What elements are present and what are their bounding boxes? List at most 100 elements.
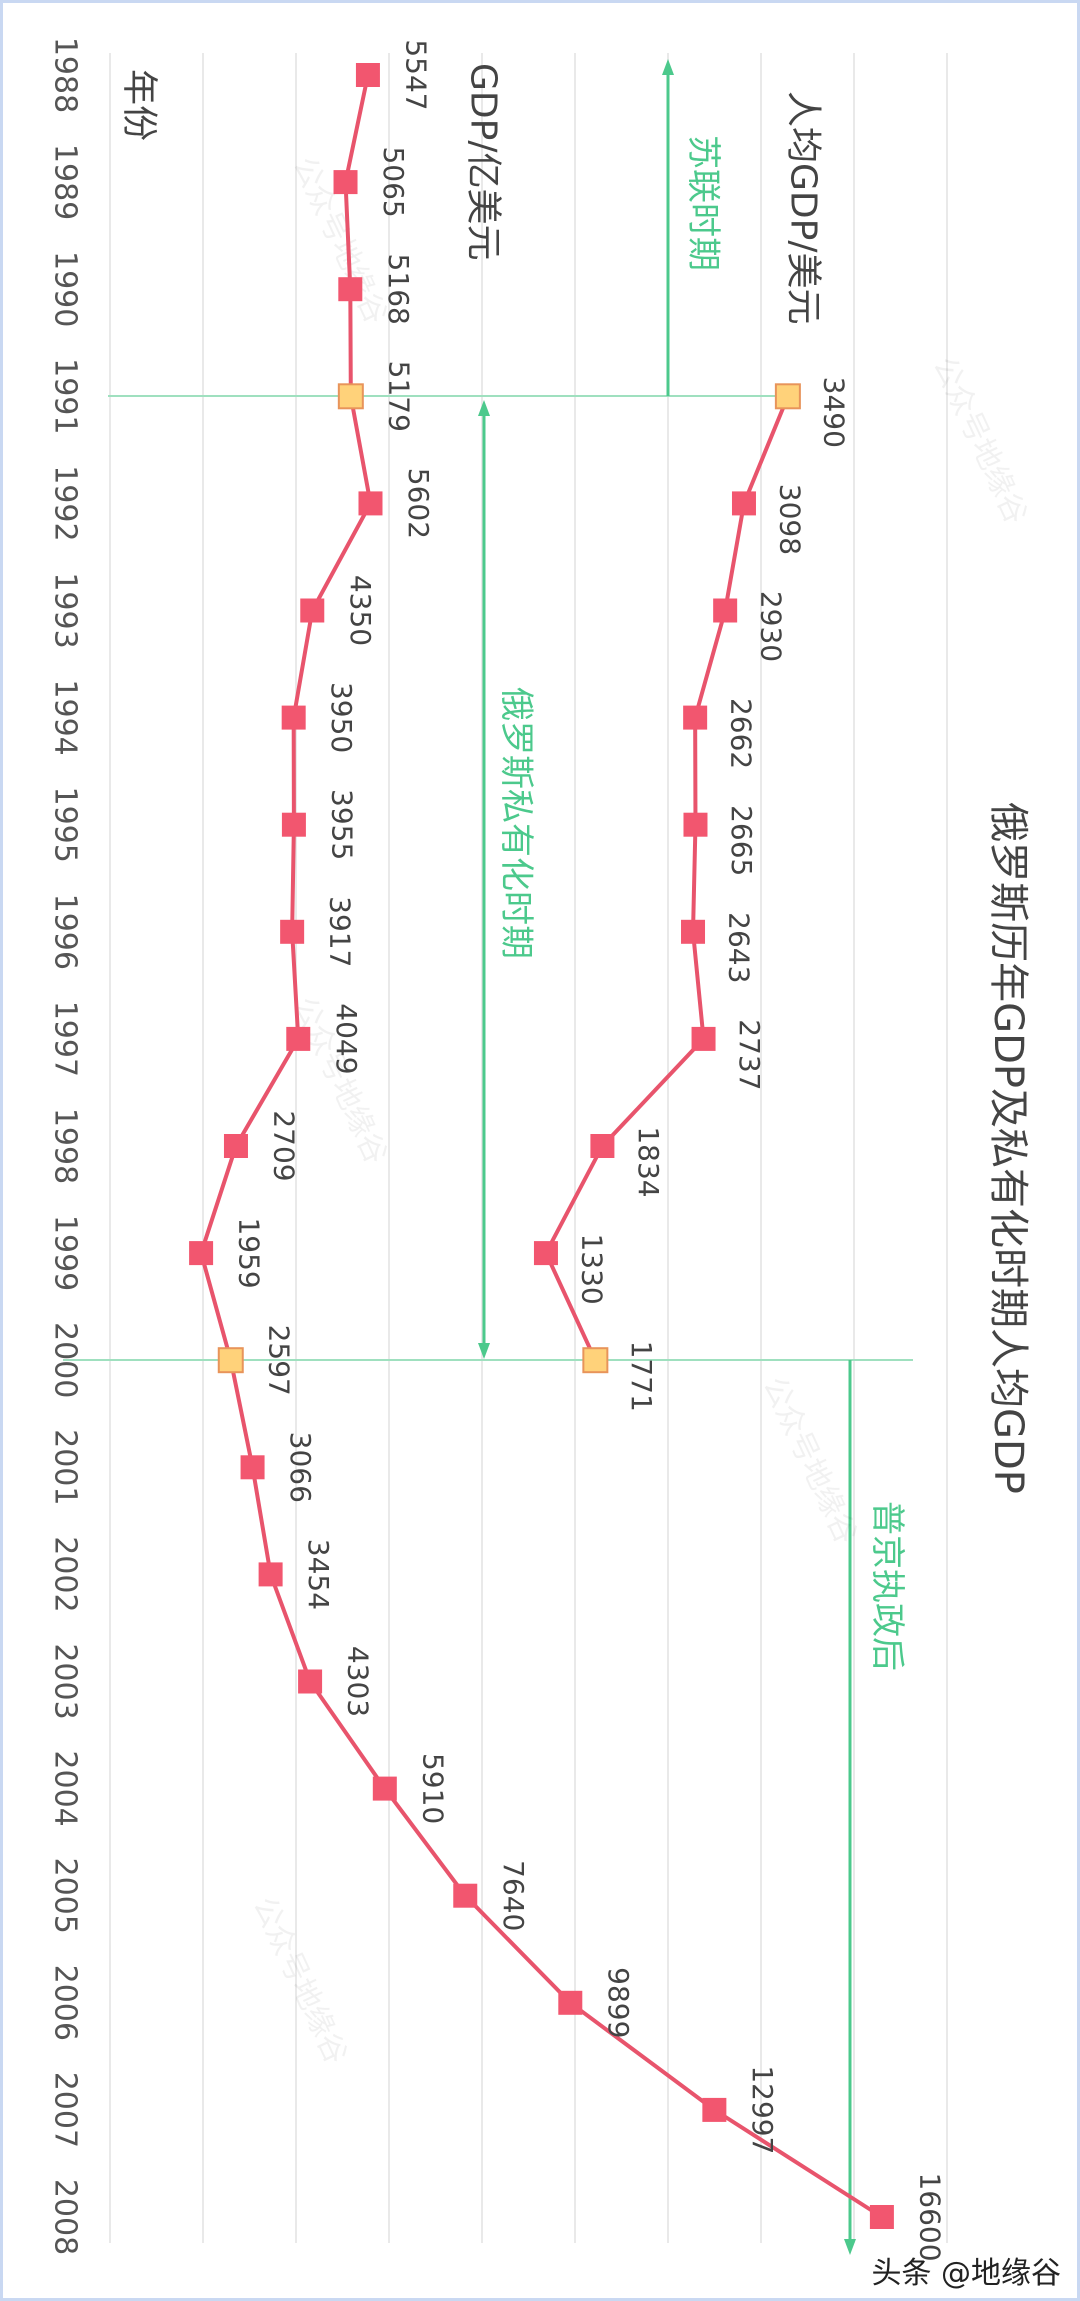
highlight-marker bbox=[217, 1347, 244, 1374]
faint-watermark: 公众号地缘谷 bbox=[926, 352, 1034, 530]
highlight-marker bbox=[774, 383, 801, 410]
x-tick-label: 2001 bbox=[48, 1429, 83, 1505]
data-point bbox=[713, 598, 738, 623]
data-point bbox=[338, 277, 363, 302]
data-point bbox=[533, 1241, 558, 1266]
x-tick-label: 1991 bbox=[48, 358, 83, 434]
data-point bbox=[240, 1455, 265, 1480]
data-point bbox=[702, 2097, 727, 2122]
data-label: 4049 bbox=[330, 1003, 363, 1074]
arrowhead-icon bbox=[478, 1343, 490, 1359]
data-point bbox=[280, 919, 305, 944]
x-tick-label: 2005 bbox=[48, 1858, 83, 1934]
data-point bbox=[298, 1669, 323, 1694]
data-label: 5179 bbox=[382, 361, 415, 432]
x-tick-label: 1996 bbox=[48, 894, 83, 970]
data-point bbox=[691, 1026, 716, 1051]
x-tick-label: 1993 bbox=[48, 572, 83, 648]
x-tick-label: 1994 bbox=[48, 679, 83, 755]
data-label: 5547 bbox=[399, 39, 432, 110]
data-label: 5065 bbox=[377, 146, 410, 217]
x-axis-ticks: 1988 1989 1990 1991 1992 1993 1994 1995 1996 1997… bbox=[47, 37, 82, 2255]
credit-watermark: 头条 @地缘谷 bbox=[871, 2256, 1061, 2291]
data-point bbox=[731, 491, 756, 516]
annotation-soviet-period: 苏联时期 bbox=[683, 135, 723, 271]
data-point bbox=[333, 170, 358, 195]
gdp-series-label: GDP/亿美元 bbox=[463, 63, 504, 260]
annotations bbox=[63, 59, 913, 2255]
arrowhead-icon bbox=[844, 2239, 856, 2255]
data-point bbox=[281, 812, 306, 837]
data-point bbox=[355, 63, 380, 87]
data-label: 1771 bbox=[625, 1341, 658, 1412]
chart-title: 俄罗斯历年GDP及私有化时期人均GDP bbox=[985, 802, 1031, 1494]
highlight-marker bbox=[337, 383, 364, 410]
data-label: 2737 bbox=[733, 1019, 766, 1090]
x-tick-label: 2000 bbox=[48, 1322, 83, 1398]
data-label: 1834 bbox=[632, 1126, 665, 1197]
annotation-putin-period: 普京执政后 bbox=[867, 1501, 907, 1671]
gridlines bbox=[109, 53, 948, 2243]
data-point bbox=[683, 812, 708, 837]
faint-watermark: 公众号地缘谷 bbox=[756, 1372, 864, 1550]
data-label: 2709 bbox=[267, 1110, 300, 1181]
data-point bbox=[869, 2205, 894, 2229]
x-axis-title: 年份 bbox=[119, 69, 160, 141]
x-tick-label: 2007 bbox=[48, 2072, 83, 2148]
data-point bbox=[453, 1883, 478, 1908]
arrowhead-icon bbox=[662, 59, 674, 75]
x-tick-label: 1988 bbox=[48, 37, 83, 113]
data-point bbox=[189, 1241, 214, 1266]
data-label: 3454 bbox=[302, 1539, 335, 1610]
x-tick-label: 1998 bbox=[48, 1108, 83, 1184]
data-label: 3490 bbox=[817, 377, 850, 448]
data-label: 3098 bbox=[773, 484, 806, 555]
per-capita-line bbox=[543, 395, 790, 1362]
data-point bbox=[590, 1134, 615, 1158]
data-label: 1330 bbox=[575, 1233, 608, 1304]
data-point bbox=[300, 598, 325, 623]
x-tick-label: 1989 bbox=[48, 144, 83, 220]
data-label: 12997 bbox=[746, 2065, 779, 2154]
data-label: 9899 bbox=[602, 1967, 635, 2038]
x-tick-label: 2008 bbox=[48, 2179, 83, 2255]
data-point bbox=[258, 1562, 283, 1587]
data-point bbox=[558, 1990, 583, 2015]
data-label: 3950 bbox=[325, 682, 358, 753]
x-tick-label: 1999 bbox=[48, 1215, 83, 1291]
faint-watermark: 公众号地缘谷 bbox=[246, 1892, 354, 2070]
data-point bbox=[223, 1134, 248, 1158]
data-label: 3917 bbox=[324, 896, 357, 967]
highlight-marker bbox=[582, 1347, 609, 1374]
data-label: 4350 bbox=[344, 575, 377, 646]
data-label: 2597 bbox=[262, 1325, 295, 1396]
data-label: 3066 bbox=[284, 1432, 317, 1503]
x-tick-label: 2003 bbox=[48, 1643, 83, 1719]
x-tick-label: 1997 bbox=[48, 1001, 83, 1077]
data-point bbox=[281, 705, 306, 730]
arrowhead-icon bbox=[478, 400, 490, 416]
data-label: 2643 bbox=[723, 912, 756, 983]
data-point bbox=[372, 1776, 397, 1801]
data-label: 16600 bbox=[913, 2172, 946, 2261]
data-label: 3955 bbox=[325, 789, 358, 860]
data-label: 5168 bbox=[382, 254, 415, 325]
data-label: 4303 bbox=[342, 1646, 375, 1717]
data-label: 7640 bbox=[497, 1860, 530, 1931]
x-tick-label: 1995 bbox=[48, 787, 83, 863]
data-point bbox=[286, 1026, 311, 1051]
x-tick-label: 1990 bbox=[48, 251, 83, 327]
series: 5547 5065 5168 5179 5602 4350 3950 3955 3917 4049… bbox=[189, 39, 946, 2262]
data-point bbox=[681, 919, 706, 944]
x-tick-label: 2002 bbox=[48, 1536, 83, 1612]
data-label: 2665 bbox=[725, 805, 758, 876]
annotation-privatization-period: 俄罗斯私有化时期 bbox=[496, 687, 536, 959]
data-point bbox=[358, 491, 383, 516]
data-point bbox=[683, 705, 708, 730]
data-label: 2930 bbox=[755, 591, 788, 662]
data-label: 2662 bbox=[725, 698, 758, 769]
data-label: 5910 bbox=[416, 1753, 449, 1824]
